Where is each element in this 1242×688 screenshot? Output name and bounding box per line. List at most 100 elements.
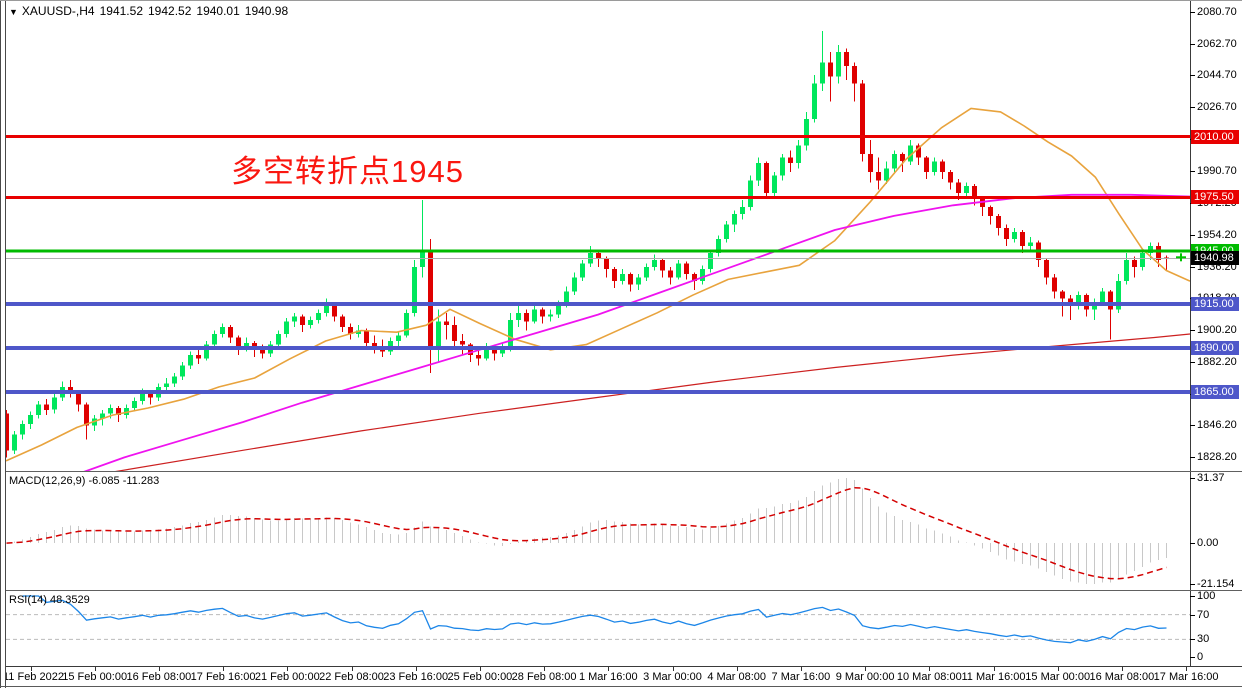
price-line-badge: 1865.00 [1191,385,1239,400]
candle-body [300,316,305,326]
price-axis-tick [1190,107,1195,109]
time-axis-tick [736,667,738,671]
rsi-axis-tick [1190,639,1195,641]
candle-body [260,349,265,354]
horizontal-line-1945.00[interactable] [6,249,1190,253]
candle-body [564,291,569,304]
window-top-border [0,0,1242,1]
price-axis-label: 1990.70 [1197,164,1237,177]
candle-body [788,157,793,163]
time-axis-tick [929,667,931,671]
time-axis-label: 21 Feb 00:00 [254,671,320,683]
candle-body [612,268,617,282]
rsi-axis-label: 0 [1197,651,1204,663]
candle-body [676,263,681,278]
macd-signal-line [6,487,1167,580]
candle-body [76,392,81,405]
candle-body [1060,291,1065,299]
candle-body [892,154,897,169]
candle-body [1124,260,1129,282]
panel-separator[interactable] [0,590,1242,591]
candle-body [932,161,937,172]
rsi-panel-canvas[interactable] [0,591,1242,666]
rsi-axis-label: 30 [1197,633,1210,646]
candle-body [340,316,345,327]
rsi-axis-label: 100 [1197,590,1216,602]
time-axis[interactable]: 11 Feb 2022 15 Feb 00:00 16 Feb 08:00 17 Fe… [0,667,1242,688]
price-axis-label: 2044.70 [1197,69,1237,82]
candle-body [1020,231,1025,246]
candle-body [20,423,25,435]
price-axis-label: 2080.70 [1197,6,1237,18]
candle-body [492,348,497,354]
candle-body [1164,257,1169,259]
candle-body [940,161,945,172]
horizontal-line-1915.00[interactable] [6,302,1190,306]
candle-body [1156,245,1161,260]
candle-body [1148,245,1153,253]
candle-body [804,119,809,146]
candle-body [180,365,185,377]
candle-body [956,182,961,193]
candle-body [772,175,777,193]
time-axis-label: 17 Feb 16:00 [190,671,256,683]
panel-separator[interactable] [0,471,1242,472]
horizontal-line-1890.00[interactable] [6,346,1190,351]
candle-body [604,258,609,269]
candle-body [580,263,585,278]
candle-body [188,355,193,366]
candle-body [348,326,353,334]
candle-body [228,326,233,338]
candle-body [692,274,697,282]
price-axis-tick [1190,43,1195,45]
high-value: 1942.52 [148,4,192,18]
candle-body [84,404,89,426]
candle-body [1012,231,1017,239]
main-chart-canvas[interactable] [0,0,1242,472]
time-axis-label: 15 Mar 00:00 [1025,671,1091,683]
candle-body [220,326,225,334]
price-axis-label: 1900.20 [1197,324,1237,337]
candle-body [148,392,153,398]
time-axis-label: 15 Feb 00:00 [62,671,128,683]
time-axis-label: 16 Mar 08:00 [1089,671,1155,683]
horizontal-line-1865.00[interactable] [6,390,1190,395]
horizontal-line-1975.50[interactable] [6,195,1190,199]
time-axis-tick [608,667,610,671]
time-axis-tick [1121,667,1123,671]
candle-body [716,238,721,253]
candle-body [596,252,601,259]
time-axis-tick [544,667,546,671]
candle-body [1052,277,1057,292]
close-value: 1940.98 [244,4,289,18]
candle-body [196,355,201,359]
candle-body [1132,260,1137,267]
rsi-axis-label: 70 [1197,608,1210,621]
time-axis-tick [287,667,289,671]
price-axis-tick [1190,266,1195,268]
candle-body [68,386,73,393]
time-axis-label: 22 Feb 08:00 [319,671,384,683]
macd-panel-canvas[interactable] [0,472,1242,590]
ma-slow-darkred [109,333,1191,472]
horizontal-line-2010.00[interactable] [6,135,1190,139]
candle-body [396,335,401,341]
candle-body [404,312,409,336]
collapse-arrow-icon[interactable]: ▼ [9,7,18,17]
candle-body [572,277,577,292]
candle-body [324,305,329,313]
rsi-indicator-label: RSI(14) 48.3529 [9,594,90,606]
candle-body [452,325,457,342]
candle-body [36,404,41,416]
macd-indicator-label: MACD(12,26,9) -6.085 -11.283 [9,475,160,487]
candle-body [1076,295,1081,306]
ask-marker-icon [1180,253,1182,262]
candle-body [44,404,49,410]
time-axis-tick [30,667,32,671]
candle-body [876,171,881,181]
chart-header: ▼ XAUUSD-,H4 1941.52 1942.52 1940.01 1940.98 [9,4,293,18]
candle-body [412,267,417,313]
text-annotation[interactable]: 多空转折点1945 [231,154,464,189]
current-price-line [6,258,1190,260]
